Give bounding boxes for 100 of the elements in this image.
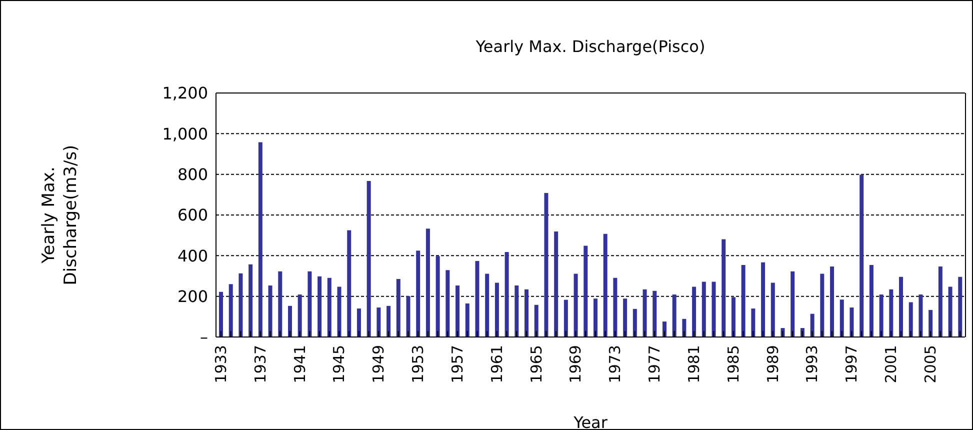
x-tick-label: 1965 [527, 345, 546, 384]
bar [514, 286, 519, 337]
bar [741, 265, 746, 337]
bar [386, 306, 391, 337]
x-tick-label: 1989 [764, 345, 782, 384]
bar [820, 274, 824, 337]
x-tick-label: 2005 [922, 345, 940, 384]
bar [869, 265, 874, 337]
x-tick-label: 1957 [448, 345, 466, 384]
bar [238, 273, 243, 337]
x-axis-title: Year [572, 413, 608, 430]
bar [366, 181, 371, 337]
bar [928, 310, 933, 337]
bar [524, 289, 529, 337]
bar [712, 282, 716, 337]
bar [554, 231, 558, 337]
bar [406, 296, 410, 337]
x-tick-label: 1969 [566, 345, 585, 384]
bar [308, 271, 312, 337]
bar [938, 266, 942, 337]
bar [770, 282, 775, 337]
x-tick-label: 1993 [803, 345, 822, 384]
bar [337, 286, 342, 337]
bar [948, 286, 952, 337]
bar [918, 294, 923, 337]
bar [248, 264, 253, 337]
y-tick-label: 400 [177, 246, 208, 266]
x-tick-label: 1949 [370, 345, 388, 384]
x-tick-label: 1981 [684, 345, 703, 384]
bar [958, 276, 962, 337]
x-tick-label: 1997 [842, 345, 861, 384]
bar [288, 306, 292, 337]
bar [475, 260, 480, 337]
bar [258, 142, 262, 337]
bar [860, 174, 864, 337]
y-tick-label: – [200, 328, 208, 347]
bar [672, 294, 676, 337]
bar [584, 246, 588, 337]
x-tick-label: 1953 [409, 345, 428, 384]
bar [594, 298, 598, 337]
bar [603, 234, 608, 337]
bar [889, 289, 894, 337]
x-tick-label: 1941 [290, 345, 309, 384]
bar [899, 276, 904, 337]
x-tick-label: 2001 [882, 345, 900, 384]
bar [504, 252, 509, 337]
bar [879, 294, 884, 337]
bar [908, 302, 913, 337]
bar [564, 300, 568, 337]
bar [436, 256, 440, 337]
x-tick-label: 1977 [646, 345, 664, 384]
x-tick-label: 1961 [488, 345, 506, 384]
y-tick-label: 600 [177, 206, 208, 225]
x-tick-label: 1945 [330, 345, 348, 384]
bar [356, 308, 361, 337]
bar [268, 286, 272, 337]
bar [623, 298, 628, 337]
bar [830, 266, 834, 337]
bar [446, 270, 450, 337]
bar [485, 274, 490, 337]
bar [574, 274, 578, 337]
bar [751, 308, 756, 337]
x-tick-label: 1973 [606, 345, 624, 384]
y-tick-label: 1,000 [162, 124, 208, 144]
bar [632, 308, 637, 337]
bar [278, 271, 282, 337]
y-axis-title: Yearly Max. Discharge(m3/s) [39, 144, 81, 286]
bar [731, 297, 736, 337]
bar [810, 314, 814, 337]
bar [692, 286, 696, 337]
bar [298, 294, 302, 337]
bar [642, 289, 647, 337]
y-tick-label: 200 [177, 287, 208, 306]
bar [702, 282, 706, 337]
bar [790, 271, 795, 337]
bar [544, 193, 548, 337]
bar [416, 250, 420, 337]
y-tick-label: 800 [177, 165, 208, 184]
x-tick-label: 1985 [724, 345, 742, 384]
bar [318, 276, 322, 337]
x-tick-label: 1937 [251, 345, 270, 384]
bar [376, 308, 381, 337]
bar [327, 278, 332, 337]
bar [396, 279, 400, 337]
bar [228, 284, 233, 337]
chart-title: Yearly Max. Discharge(Pisco) [474, 37, 706, 56]
y-tick-label: 1,200 [162, 84, 208, 103]
bar [840, 300, 844, 337]
bar [494, 282, 499, 337]
bar [534, 304, 538, 337]
bar [456, 286, 460, 337]
bar [219, 292, 223, 337]
bar [465, 303, 470, 337]
bar [652, 290, 657, 337]
bar [850, 308, 854, 337]
bar [613, 278, 618, 337]
bar [761, 262, 766, 337]
x-tick-label: 1933 [212, 345, 230, 384]
bar [426, 228, 430, 337]
bar [347, 230, 352, 337]
